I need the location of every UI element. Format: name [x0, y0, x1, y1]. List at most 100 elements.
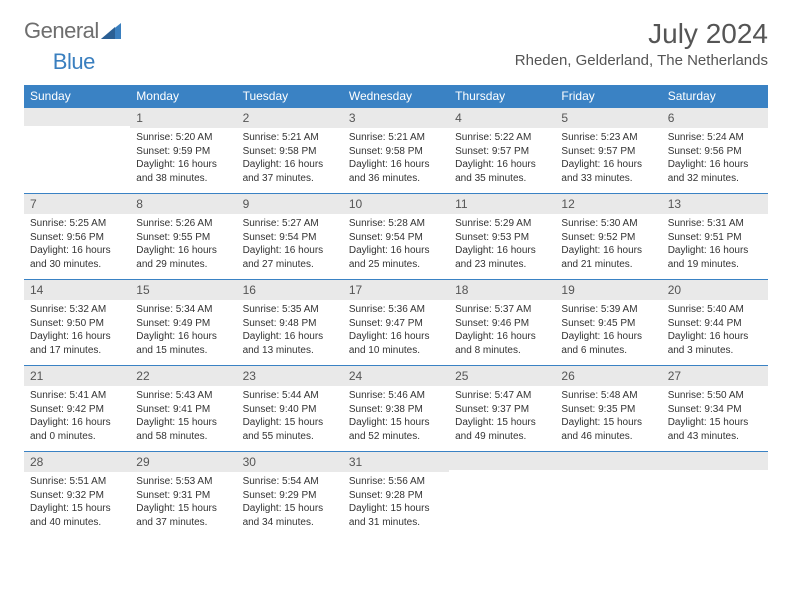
calendar-day-cell: 3Sunrise: 5:21 AMSunset: 9:58 PMDaylight…: [343, 108, 449, 194]
day-info: Sunrise: 5:53 AMSunset: 9:31 PMDaylight:…: [130, 472, 236, 537]
calendar-day-cell: 27Sunrise: 5:50 AMSunset: 9:34 PMDayligh…: [662, 366, 768, 452]
calendar-table: SundayMondayTuesdayWednesdayThursdayFrid…: [24, 85, 768, 537]
weekday-header: Monday: [130, 85, 236, 108]
calendar-day-cell: [449, 452, 555, 538]
day-number: 30: [237, 452, 343, 472]
location: Rheden, Gelderland, The Netherlands: [515, 52, 768, 69]
calendar-day-cell: 18Sunrise: 5:37 AMSunset: 9:46 PMDayligh…: [449, 280, 555, 366]
day-info: Sunrise: 5:35 AMSunset: 9:48 PMDaylight:…: [237, 300, 343, 365]
logo-text-blue: Blue: [53, 49, 95, 75]
calendar-week-row: 1Sunrise: 5:20 AMSunset: 9:59 PMDaylight…: [24, 108, 768, 194]
calendar-day-cell: 1Sunrise: 5:20 AMSunset: 9:59 PMDaylight…: [130, 108, 236, 194]
day-number: 10: [343, 194, 449, 214]
day-info: Sunrise: 5:25 AMSunset: 9:56 PMDaylight:…: [24, 214, 130, 279]
day-info: Sunrise: 5:21 AMSunset: 9:58 PMDaylight:…: [237, 128, 343, 193]
logo-text-general: General: [24, 18, 99, 44]
weekday-header: Sunday: [24, 85, 130, 108]
day-info: Sunrise: 5:20 AMSunset: 9:59 PMDaylight:…: [130, 128, 236, 193]
day-info: Sunrise: 5:40 AMSunset: 9:44 PMDaylight:…: [662, 300, 768, 365]
calendar-day-cell: 12Sunrise: 5:30 AMSunset: 9:52 PMDayligh…: [555, 194, 661, 280]
day-number: 22: [130, 366, 236, 386]
calendar-week-row: 21Sunrise: 5:41 AMSunset: 9:42 PMDayligh…: [24, 366, 768, 452]
day-number: 25: [449, 366, 555, 386]
day-number: 8: [130, 194, 236, 214]
day-info: Sunrise: 5:28 AMSunset: 9:54 PMDaylight:…: [343, 214, 449, 279]
day-info: Sunrise: 5:47 AMSunset: 9:37 PMDaylight:…: [449, 386, 555, 451]
day-info: Sunrise: 5:31 AMSunset: 9:51 PMDaylight:…: [662, 214, 768, 279]
calendar-day-cell: 9Sunrise: 5:27 AMSunset: 9:54 PMDaylight…: [237, 194, 343, 280]
day-info: Sunrise: 5:36 AMSunset: 9:47 PMDaylight:…: [343, 300, 449, 365]
day-number: 23: [237, 366, 343, 386]
calendar-day-cell: 10Sunrise: 5:28 AMSunset: 9:54 PMDayligh…: [343, 194, 449, 280]
calendar-day-cell: 29Sunrise: 5:53 AMSunset: 9:31 PMDayligh…: [130, 452, 236, 538]
calendar-day-cell: 28Sunrise: 5:51 AMSunset: 9:32 PMDayligh…: [24, 452, 130, 538]
day-info: Sunrise: 5:54 AMSunset: 9:29 PMDaylight:…: [237, 472, 343, 537]
calendar-day-cell: [555, 452, 661, 538]
weekday-header: Thursday: [449, 85, 555, 108]
day-info: Sunrise: 5:56 AMSunset: 9:28 PMDaylight:…: [343, 472, 449, 537]
calendar-day-cell: 21Sunrise: 5:41 AMSunset: 9:42 PMDayligh…: [24, 366, 130, 452]
day-number: 31: [343, 452, 449, 472]
weekday-header: Wednesday: [343, 85, 449, 108]
day-info: Sunrise: 5:24 AMSunset: 9:56 PMDaylight:…: [662, 128, 768, 193]
empty-day: [24, 108, 130, 126]
calendar-day-cell: 20Sunrise: 5:40 AMSunset: 9:44 PMDayligh…: [662, 280, 768, 366]
calendar-week-row: 14Sunrise: 5:32 AMSunset: 9:50 PMDayligh…: [24, 280, 768, 366]
day-number: 27: [662, 366, 768, 386]
day-info: Sunrise: 5:32 AMSunset: 9:50 PMDaylight:…: [24, 300, 130, 365]
day-number: 6: [662, 108, 768, 128]
day-info: Sunrise: 5:50 AMSunset: 9:34 PMDaylight:…: [662, 386, 768, 451]
day-number: 21: [24, 366, 130, 386]
day-number: 1: [130, 108, 236, 128]
day-number: 9: [237, 194, 343, 214]
day-number: 18: [449, 280, 555, 300]
day-info: Sunrise: 5:39 AMSunset: 9:45 PMDaylight:…: [555, 300, 661, 365]
empty-day: [449, 452, 555, 470]
calendar-day-cell: [662, 452, 768, 538]
day-info: Sunrise: 5:44 AMSunset: 9:40 PMDaylight:…: [237, 386, 343, 451]
calendar-day-cell: 30Sunrise: 5:54 AMSunset: 9:29 PMDayligh…: [237, 452, 343, 538]
day-number: 19: [555, 280, 661, 300]
day-number: 12: [555, 194, 661, 214]
day-info: Sunrise: 5:46 AMSunset: 9:38 PMDaylight:…: [343, 386, 449, 451]
day-number: 3: [343, 108, 449, 128]
day-info: Sunrise: 5:23 AMSunset: 9:57 PMDaylight:…: [555, 128, 661, 193]
calendar-day-cell: 23Sunrise: 5:44 AMSunset: 9:40 PMDayligh…: [237, 366, 343, 452]
day-number: 15: [130, 280, 236, 300]
calendar-day-cell: 24Sunrise: 5:46 AMSunset: 9:38 PMDayligh…: [343, 366, 449, 452]
calendar-day-cell: 17Sunrise: 5:36 AMSunset: 9:47 PMDayligh…: [343, 280, 449, 366]
day-info: Sunrise: 5:29 AMSunset: 9:53 PMDaylight:…: [449, 214, 555, 279]
weekday-header: Tuesday: [237, 85, 343, 108]
calendar-day-cell: 8Sunrise: 5:26 AMSunset: 9:55 PMDaylight…: [130, 194, 236, 280]
calendar-day-cell: 19Sunrise: 5:39 AMSunset: 9:45 PMDayligh…: [555, 280, 661, 366]
calendar-day-cell: 13Sunrise: 5:31 AMSunset: 9:51 PMDayligh…: [662, 194, 768, 280]
calendar-day-cell: 5Sunrise: 5:23 AMSunset: 9:57 PMDaylight…: [555, 108, 661, 194]
day-info: Sunrise: 5:26 AMSunset: 9:55 PMDaylight:…: [130, 214, 236, 279]
day-number: 24: [343, 366, 449, 386]
day-info: Sunrise: 5:43 AMSunset: 9:41 PMDaylight:…: [130, 386, 236, 451]
logo: General: [24, 18, 121, 44]
day-info: Sunrise: 5:22 AMSunset: 9:57 PMDaylight:…: [449, 128, 555, 193]
day-info: Sunrise: 5:30 AMSunset: 9:52 PMDaylight:…: [555, 214, 661, 279]
day-number: 29: [130, 452, 236, 472]
day-number: 20: [662, 280, 768, 300]
day-number: 26: [555, 366, 661, 386]
calendar-day-cell: 6Sunrise: 5:24 AMSunset: 9:56 PMDaylight…: [662, 108, 768, 194]
day-number: 2: [237, 108, 343, 128]
day-number: 13: [662, 194, 768, 214]
day-info: Sunrise: 5:41 AMSunset: 9:42 PMDaylight:…: [24, 386, 130, 451]
calendar-day-cell: 2Sunrise: 5:21 AMSunset: 9:58 PMDaylight…: [237, 108, 343, 194]
weekday-header: Friday: [555, 85, 661, 108]
day-number: 5: [555, 108, 661, 128]
day-info: Sunrise: 5:51 AMSunset: 9:32 PMDaylight:…: [24, 472, 130, 537]
day-info: Sunrise: 5:34 AMSunset: 9:49 PMDaylight:…: [130, 300, 236, 365]
weekday-header: Saturday: [662, 85, 768, 108]
calendar-day-cell: 11Sunrise: 5:29 AMSunset: 9:53 PMDayligh…: [449, 194, 555, 280]
day-info: Sunrise: 5:48 AMSunset: 9:35 PMDaylight:…: [555, 386, 661, 451]
calendar-day-cell: 7Sunrise: 5:25 AMSunset: 9:56 PMDaylight…: [24, 194, 130, 280]
month-title: July 2024: [515, 18, 768, 50]
calendar-week-row: 7Sunrise: 5:25 AMSunset: 9:56 PMDaylight…: [24, 194, 768, 280]
day-number: 14: [24, 280, 130, 300]
logo-triangle-icon: [101, 23, 121, 39]
calendar-day-cell: 31Sunrise: 5:56 AMSunset: 9:28 PMDayligh…: [343, 452, 449, 538]
